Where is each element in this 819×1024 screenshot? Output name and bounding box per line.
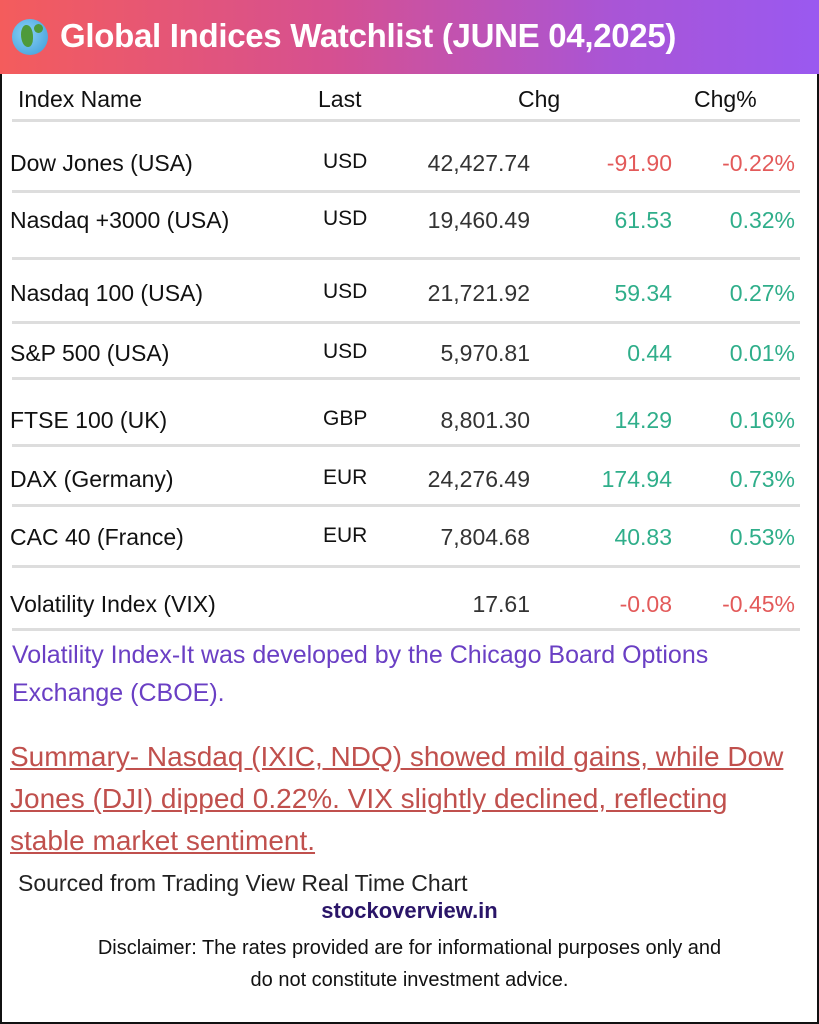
currency: USD (323, 280, 368, 303)
change-percent: 0.27% (729, 280, 795, 306)
divider (12, 565, 800, 568)
summary-text: Summary- Nasdaq (IXIC, NDQ) showed mild … (10, 741, 784, 856)
divider (12, 628, 800, 631)
change-percent: 0.16% (729, 407, 795, 433)
last-value: 24,276.49 (427, 466, 530, 492)
currency: EUR (323, 466, 368, 489)
column-header-chg: Chg (518, 86, 561, 112)
vix-note: Volatility Index-It was developed by the… (12, 641, 709, 707)
divider (12, 119, 800, 122)
source-text: Sourced from Trading View Real Time Char… (18, 870, 468, 896)
index-name: Nasdaq 100 (USA) (10, 280, 204, 306)
divider (12, 377, 800, 380)
last-value: 21,721.92 (427, 280, 530, 306)
last-value: 42,427.74 (427, 150, 530, 176)
change-value: 59.34 (614, 280, 672, 306)
change-value: 61.53 (614, 207, 672, 233)
change-value: -0.08 (619, 591, 672, 617)
page-title: Global Indices Watchlist (JUNE 04,2025) (60, 17, 677, 54)
divider (12, 321, 800, 324)
divider (12, 444, 800, 447)
disclaimer-label: Disclaimer: The rates provided are for i… (97, 937, 722, 991)
change-value: 174.94 (601, 466, 672, 492)
last-value: 19,460.49 (427, 207, 530, 233)
index-name: Dow Jones (USA) (10, 150, 193, 176)
divider (12, 190, 800, 193)
column-header-index-name: Index Name (18, 86, 143, 112)
last-value: 8,801.30 (440, 407, 530, 433)
currency: USD (323, 340, 368, 363)
change-value: 40.83 (614, 524, 672, 550)
last-value: 17.61 (472, 591, 530, 617)
column-header-last: Last (318, 86, 362, 112)
currency: USD (323, 207, 368, 230)
currency: GBP (323, 407, 368, 430)
globe-icon (12, 19, 48, 55)
currency: EUR (323, 524, 368, 547)
change-percent: -0.22% (722, 150, 795, 176)
disclaimer-text: Disclaimer: The rates provided are for i… (0, 932, 819, 996)
index-name: FTSE 100 (UK) (10, 407, 168, 433)
change-percent: 0.32% (729, 207, 795, 233)
column-header-chg-pct: Chg% (694, 86, 757, 112)
index-name: Nasdaq +3000 (USA) (10, 207, 230, 233)
change-percent: -0.45% (722, 591, 795, 617)
last-value: 7,804.68 (440, 524, 530, 550)
index-name: S&P 500 (USA) (10, 340, 170, 366)
change-percent: 0.53% (729, 524, 795, 550)
index-name: DAX (Germany) (10, 466, 174, 492)
change-percent: 0.01% (729, 340, 795, 366)
change-value: 14.29 (614, 407, 672, 433)
change-percent: 0.73% (729, 466, 795, 492)
divider (12, 504, 800, 507)
change-value: -91.90 (606, 150, 672, 176)
header-banner: Global Indices Watchlist (JUNE 04,2025) (0, 0, 819, 74)
divider (12, 257, 800, 260)
index-name: Volatility Index (VIX) (10, 591, 216, 617)
change-value: 0.44 (627, 340, 672, 366)
last-value: 5,970.81 (440, 340, 530, 366)
site-link[interactable]: stockoverview.in (321, 898, 498, 923)
currency: USD (323, 150, 368, 173)
index-name: CAC 40 (France) (10, 524, 184, 550)
